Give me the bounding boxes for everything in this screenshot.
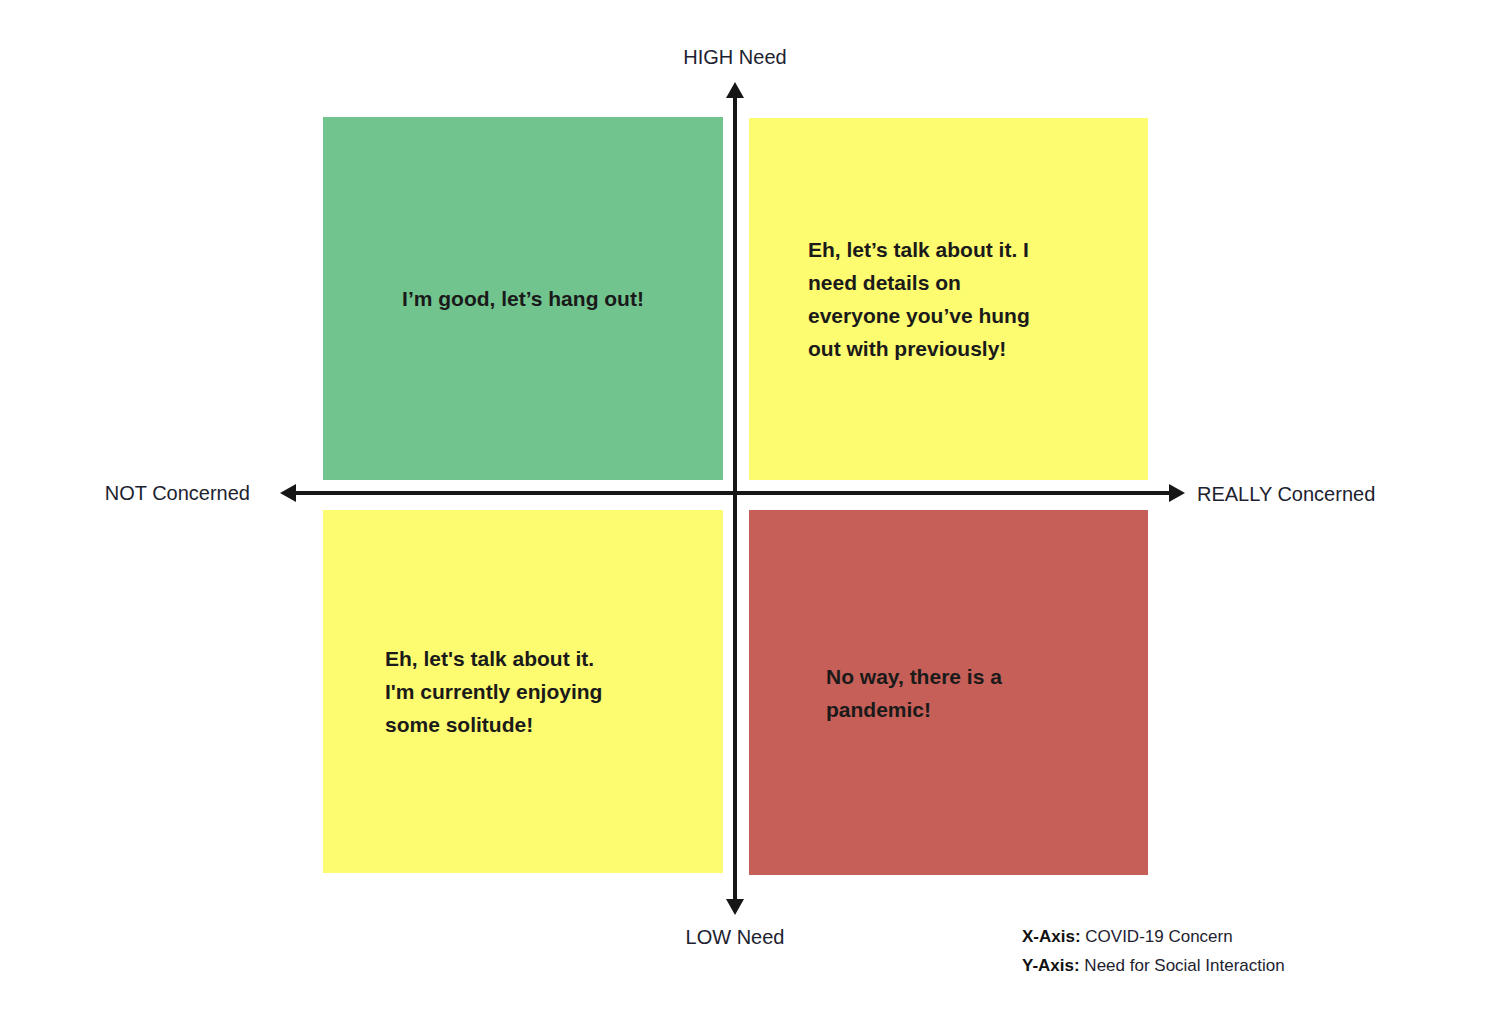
- quadrant-bottom-left-text: Eh, let's talk about it. I'm currently e…: [385, 642, 602, 741]
- quadrant-top-left: I’m good, let’s hang out!: [323, 117, 723, 480]
- y-axis-high-label: HIGH Need: [640, 46, 830, 69]
- y-axis-arrow-up-icon: [726, 82, 744, 98]
- x-axis-line: [292, 491, 1174, 495]
- quadrant-top-right: Eh, let’s talk about it. I need details …: [749, 118, 1148, 480]
- x-axis-arrow-right-icon: [1169, 484, 1185, 502]
- axis-legend: X-Axis: COVID-19 Concern Y-Axis: Need fo…: [1022, 922, 1285, 980]
- y-axis-arrow-down-icon: [726, 899, 744, 915]
- x-axis-arrow-left-icon: [280, 484, 296, 502]
- legend-x-axis-label: X-Axis:: [1022, 927, 1081, 946]
- quadrant-bottom-right-text: No way, there is a pandemic!: [826, 660, 1002, 726]
- legend-y-axis-value: Need for Social Interaction: [1080, 956, 1285, 975]
- y-axis-low-label: LOW Need: [640, 926, 830, 949]
- quadrant-bottom-left: Eh, let's talk about it. I'm currently e…: [323, 510, 723, 873]
- legend-y-axis-line: Y-Axis: Need for Social Interaction: [1022, 951, 1285, 980]
- legend-x-axis-value: COVID-19 Concern: [1081, 927, 1233, 946]
- y-axis-line: [733, 94, 737, 904]
- quadrant-chart: I’m good, let’s hang out! Eh, let’s talk…: [0, 0, 1488, 1022]
- quadrant-top-left-text: I’m good, let’s hang out!: [402, 282, 644, 315]
- quadrant-top-right-text: Eh, let’s talk about it. I need details …: [808, 233, 1030, 365]
- legend-y-axis-label: Y-Axis:: [1022, 956, 1080, 975]
- quadrant-bottom-right: No way, there is a pandemic!: [749, 510, 1148, 875]
- legend-x-axis-line: X-Axis: COVID-19 Concern: [1022, 922, 1285, 951]
- x-axis-left-label: NOT Concerned: [80, 482, 250, 505]
- x-axis-right-label: REALLY Concerned: [1197, 483, 1375, 506]
